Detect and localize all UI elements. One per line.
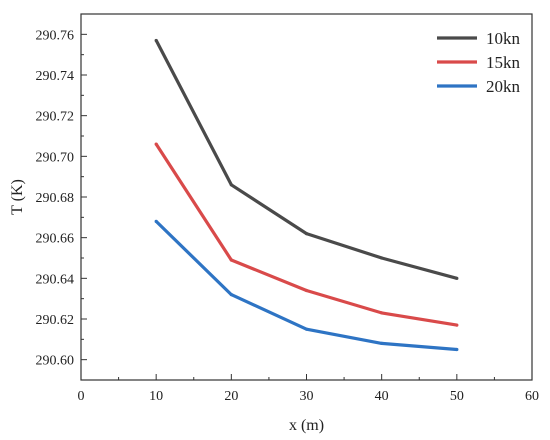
series-1-point xyxy=(455,276,459,280)
y-axis-title: T (K) xyxy=(9,179,26,215)
y-tick-label: 290.70 xyxy=(36,150,75,165)
series-1-point xyxy=(380,256,384,260)
y-tick-label: 290.72 xyxy=(36,110,75,125)
x-tick-label: 50 xyxy=(450,389,464,404)
x-tick-label: 20 xyxy=(224,389,238,404)
series-3-point xyxy=(304,327,309,331)
series-1-point xyxy=(229,183,233,187)
series-3-point xyxy=(154,219,158,223)
x-tick-label: 30 xyxy=(300,389,314,404)
x-axis-title: x (m) xyxy=(289,417,324,434)
y-tick-label: 290.60 xyxy=(36,354,75,369)
legend-label-2: 15kn xyxy=(486,53,521,72)
series-2-point xyxy=(304,288,309,293)
y-tick-label: 290.68 xyxy=(36,191,75,206)
series-1-point xyxy=(304,232,309,236)
x-tick-label: 0 xyxy=(78,389,85,404)
x-tick-label: 60 xyxy=(525,389,539,404)
legend-label-3: 20kn xyxy=(486,77,521,96)
series-3-point xyxy=(229,293,233,297)
series-2-point xyxy=(455,323,459,327)
series-2-point xyxy=(229,258,233,262)
y-tick-label: 290.76 xyxy=(36,28,75,43)
y-tick-label: 290.62 xyxy=(36,313,75,328)
legend-label-1: 10kn xyxy=(486,29,521,48)
y-tick-label: 290.74 xyxy=(36,69,75,84)
series-2-point xyxy=(154,142,158,146)
y-tick-label: 290.66 xyxy=(36,232,75,247)
series-2-point xyxy=(380,311,384,315)
y-tick-label: 290.64 xyxy=(36,272,75,287)
y-axis: 290.60 290.62 290.64 290.66 290.68 290.70 290.… xyxy=(36,13,87,381)
legend: 10kn 15kn 20kn xyxy=(437,29,521,96)
x-tick-label: 10 xyxy=(149,389,163,404)
series-3-point xyxy=(380,341,384,345)
plot-lines xyxy=(154,38,459,352)
series-3-point xyxy=(455,347,459,352)
x-tick-label: 40 xyxy=(375,389,389,404)
x-axis: 0 10 20 30 40 50 60 xyxy=(78,374,539,404)
series-1-point xyxy=(154,38,158,43)
